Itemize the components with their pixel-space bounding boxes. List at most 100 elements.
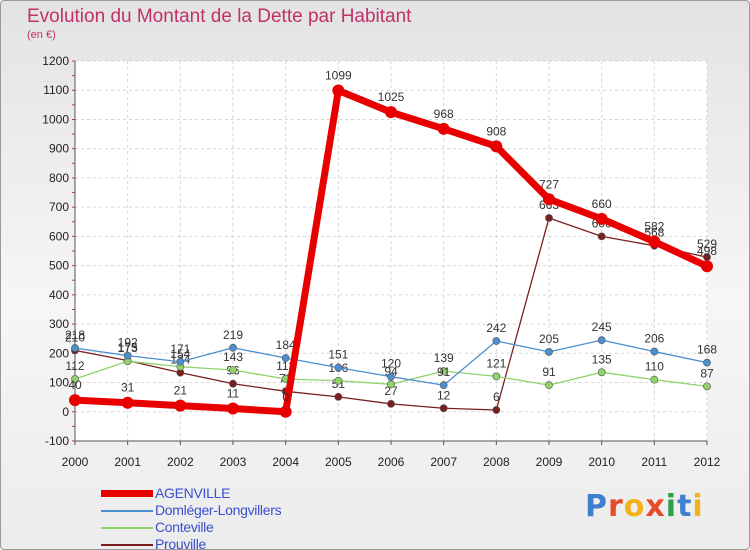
data-label: 219	[223, 328, 243, 342]
x-tick-label: 2001	[114, 455, 141, 469]
proxiti-logo: Proxiti	[585, 489, 704, 524]
legend-label: AGENVILLE	[155, 485, 231, 501]
data-label: 151	[328, 348, 348, 362]
logo-letter: P	[585, 489, 608, 524]
y-tick-label: 800	[49, 171, 69, 185]
data-label: 12	[437, 388, 451, 402]
data-label: 91	[542, 365, 556, 379]
legend-swatch	[101, 527, 153, 529]
y-tick-label: -100	[45, 434, 69, 448]
data-label: 175	[118, 341, 138, 355]
data-label: 529	[697, 237, 717, 251]
legend-label: Conteville	[155, 519, 214, 535]
data-label: 40	[68, 378, 82, 392]
data-point	[229, 343, 237, 352]
data-point	[439, 404, 448, 413]
x-tick-label: 2005	[325, 455, 352, 469]
data-point	[597, 232, 606, 241]
data-point	[648, 235, 661, 248]
y-tick-label: 900	[49, 142, 69, 156]
data-point	[174, 399, 187, 412]
x-tick-label: 2011	[641, 455, 667, 469]
data-point	[703, 382, 711, 391]
data-label: 21	[174, 384, 188, 398]
data-label: 135	[592, 352, 612, 366]
data-label: 120	[381, 357, 401, 371]
data-point	[387, 380, 395, 389]
data-label: 727	[539, 177, 559, 191]
data-label: 1099	[325, 69, 352, 83]
data-point	[703, 358, 711, 367]
data-point	[490, 140, 503, 153]
data-point	[71, 375, 79, 383]
data-label: 245	[592, 320, 612, 334]
data-label: 121	[486, 356, 506, 370]
data-point	[123, 351, 132, 360]
data-label: 168	[697, 343, 717, 357]
data-point	[121, 396, 134, 409]
data-point	[385, 106, 397, 119]
data-point	[227, 402, 239, 415]
data-label: 206	[644, 332, 664, 346]
data-point	[229, 366, 237, 374]
data-label: 91	[437, 365, 451, 379]
legend-swatch	[101, 510, 153, 512]
data-label: 6	[493, 390, 500, 404]
data-label: 184	[276, 338, 296, 352]
data-point	[281, 354, 290, 362]
data-point	[439, 367, 448, 376]
data-point	[229, 379, 237, 388]
data-label: 154	[170, 347, 190, 361]
data-label: 0	[282, 390, 289, 404]
data-point	[334, 392, 343, 401]
data-point	[71, 344, 79, 352]
data-point	[332, 84, 345, 97]
data-label: 27	[384, 384, 398, 398]
y-tick-label: 400	[49, 288, 69, 302]
chart-unit-label: (en €)	[27, 29, 56, 41]
data-label: 242	[486, 321, 506, 335]
logo-letter: r	[608, 489, 624, 524]
y-tick-label: 700	[49, 200, 69, 214]
logo-letter: x	[645, 489, 666, 524]
x-tick-label: 2010	[588, 455, 615, 469]
x-tick-label: 2008	[483, 455, 510, 469]
data-point	[543, 193, 555, 206]
x-tick-label: 2007	[430, 455, 457, 469]
data-point	[492, 406, 501, 414]
data-point	[492, 337, 501, 345]
data-point	[701, 260, 713, 273]
x-tick-label: 2000	[62, 455, 89, 469]
data-point	[437, 122, 450, 135]
x-tick-label: 2006	[378, 455, 405, 469]
legend-label: Prouville	[155, 536, 206, 550]
y-tick-label: 300	[49, 317, 69, 331]
data-label: 498	[697, 244, 717, 258]
x-tick-label: 2012	[694, 455, 721, 469]
data-label: 31	[121, 381, 135, 395]
data-label: 660	[592, 197, 612, 211]
data-point	[545, 381, 553, 390]
data-point	[387, 372, 395, 381]
y-tick-label: 1100	[43, 83, 69, 97]
x-tick-label: 2009	[536, 455, 563, 469]
data-point	[595, 212, 608, 225]
x-tick-label: 2004	[272, 455, 299, 469]
data-point	[650, 375, 659, 384]
logo-letter: i	[665, 489, 678, 524]
data-label: 582	[644, 220, 664, 234]
y-tick-label: 100	[49, 376, 69, 390]
data-point	[545, 347, 553, 356]
data-point	[545, 214, 553, 222]
data-point	[69, 394, 81, 407]
data-point	[439, 381, 448, 390]
x-tick-label: 2002	[167, 455, 194, 469]
data-label: 968	[434, 107, 454, 121]
data-point	[176, 357, 185, 366]
legend-label: Domléger-Longvillers	[155, 502, 282, 518]
y-tick-label: 500	[49, 259, 69, 273]
legend-swatch	[101, 544, 153, 546]
data-point	[334, 376, 343, 385]
